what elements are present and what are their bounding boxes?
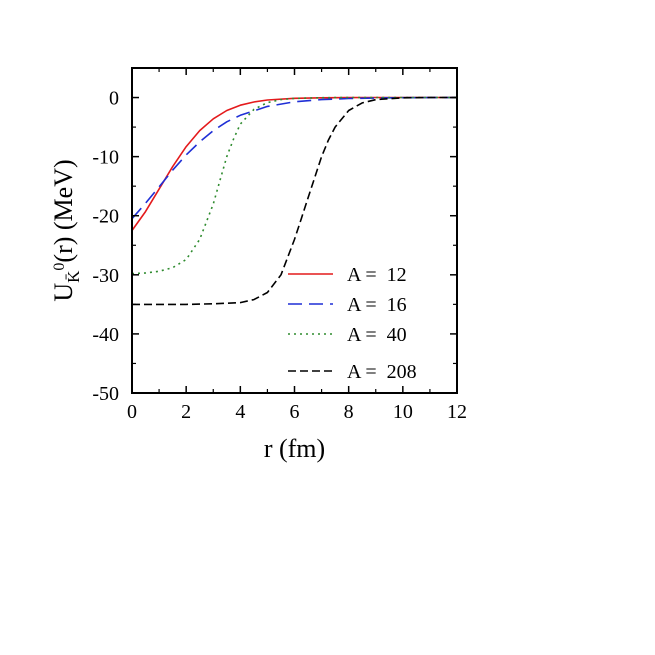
series-line-1: [131, 96, 457, 231]
series-line-2: [131, 96, 458, 220]
legend-label-3: A = 40: [347, 324, 407, 346]
tick-labels: 0 2 4 6 8 10 12 0 -10 -20 -30 -40 -50: [92, 88, 467, 423]
y-tick-label: -40: [92, 324, 119, 346]
x-tick-label: 2: [181, 401, 191, 423]
y-tick-label: -20: [92, 206, 119, 228]
x-tick-label: 4: [235, 401, 245, 423]
y-axis-title-suffix: (r) (MeV): [49, 159, 78, 262]
tick-marks: [131, 67, 458, 394]
legend: A = 12 A = 16 A = 40 A = 208: [288, 264, 417, 383]
x-tick-label: 6: [290, 401, 300, 423]
y-axis-title: UK̄0(r) (MeV): [49, 159, 83, 301]
legend-label-4: A = 208: [347, 361, 417, 383]
y-tick-label: -50: [92, 383, 119, 405]
x-tick-label: 12: [447, 401, 467, 423]
x-tick-label: 0: [127, 401, 137, 423]
y-tick-label: -10: [92, 147, 119, 169]
x-tick-label: 10: [393, 401, 413, 423]
y-tick-label: -30: [92, 265, 119, 287]
legend-label-1: A = 12: [347, 264, 407, 286]
x-axis-title: r (fm): [264, 434, 325, 463]
x-tick-label: 8: [344, 401, 354, 423]
y-axis-title-subscript: K̄: [64, 270, 83, 283]
y-axis-title-superscript: 0: [51, 263, 68, 271]
y-axis-title-main: U: [49, 283, 78, 302]
series-group: [131, 96, 458, 306]
y-tick-label: 0: [109, 88, 119, 110]
series-line-4: [132, 96, 457, 306]
legend-label-2: A = 16: [347, 294, 407, 316]
